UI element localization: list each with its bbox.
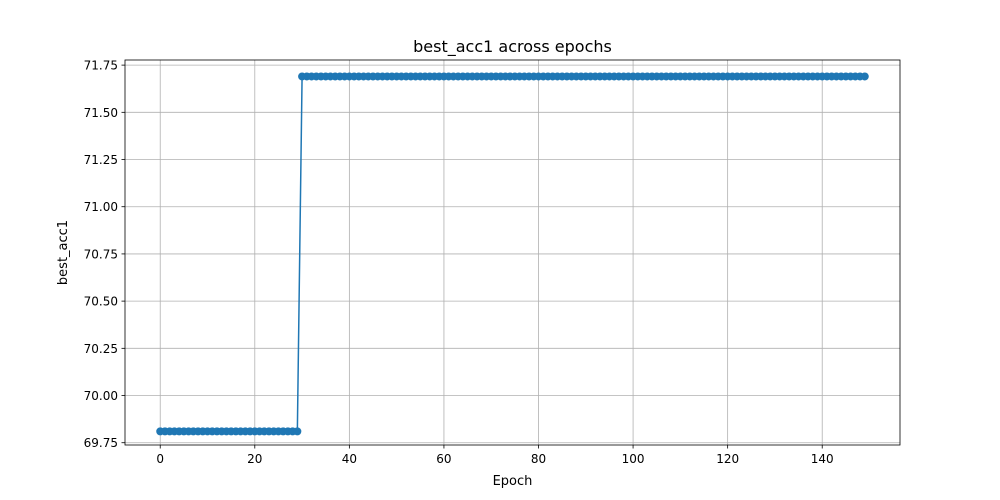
y-tick-label: 70.25	[84, 342, 118, 356]
y-tick-label: 70.00	[84, 389, 118, 403]
x-tick-label: 80	[531, 452, 546, 466]
x-axis: 0 20 40 60 80 100 120 140	[156, 445, 834, 466]
x-tick-label: 0	[156, 452, 164, 466]
x-tick-label: 120	[716, 452, 739, 466]
y-tick-label: 69.75	[84, 436, 118, 450]
y-tick-label: 71.00	[84, 200, 118, 214]
y-axis-label: best_acc1	[56, 220, 71, 285]
x-tick-label: 140	[811, 452, 834, 466]
data-point	[860, 72, 869, 81]
data-point	[293, 427, 302, 436]
x-tick-label: 60	[436, 452, 451, 466]
x-tick-label: 20	[247, 452, 262, 466]
x-tick-label: 40	[342, 452, 357, 466]
plot-frame	[124, 59, 901, 446]
y-tick-label: 70.75	[84, 247, 118, 261]
x-axis-label: Epoch	[493, 474, 533, 489]
chart-title: best_acc1 across epochs	[413, 37, 612, 57]
grid	[125, 60, 900, 445]
y-tick-label: 71.25	[84, 153, 118, 167]
plot-area	[125, 60, 900, 445]
x-tick-label: 100	[622, 452, 645, 466]
data-series	[156, 72, 869, 436]
y-tick-label: 71.50	[84, 106, 118, 120]
y-axis: 69.75 70.00 70.25 70.50 70.75 71.00 71.25 71.50…	[84, 59, 125, 450]
y-tick-label: 71.75	[84, 59, 118, 73]
y-tick-label: 70.50	[84, 295, 118, 309]
